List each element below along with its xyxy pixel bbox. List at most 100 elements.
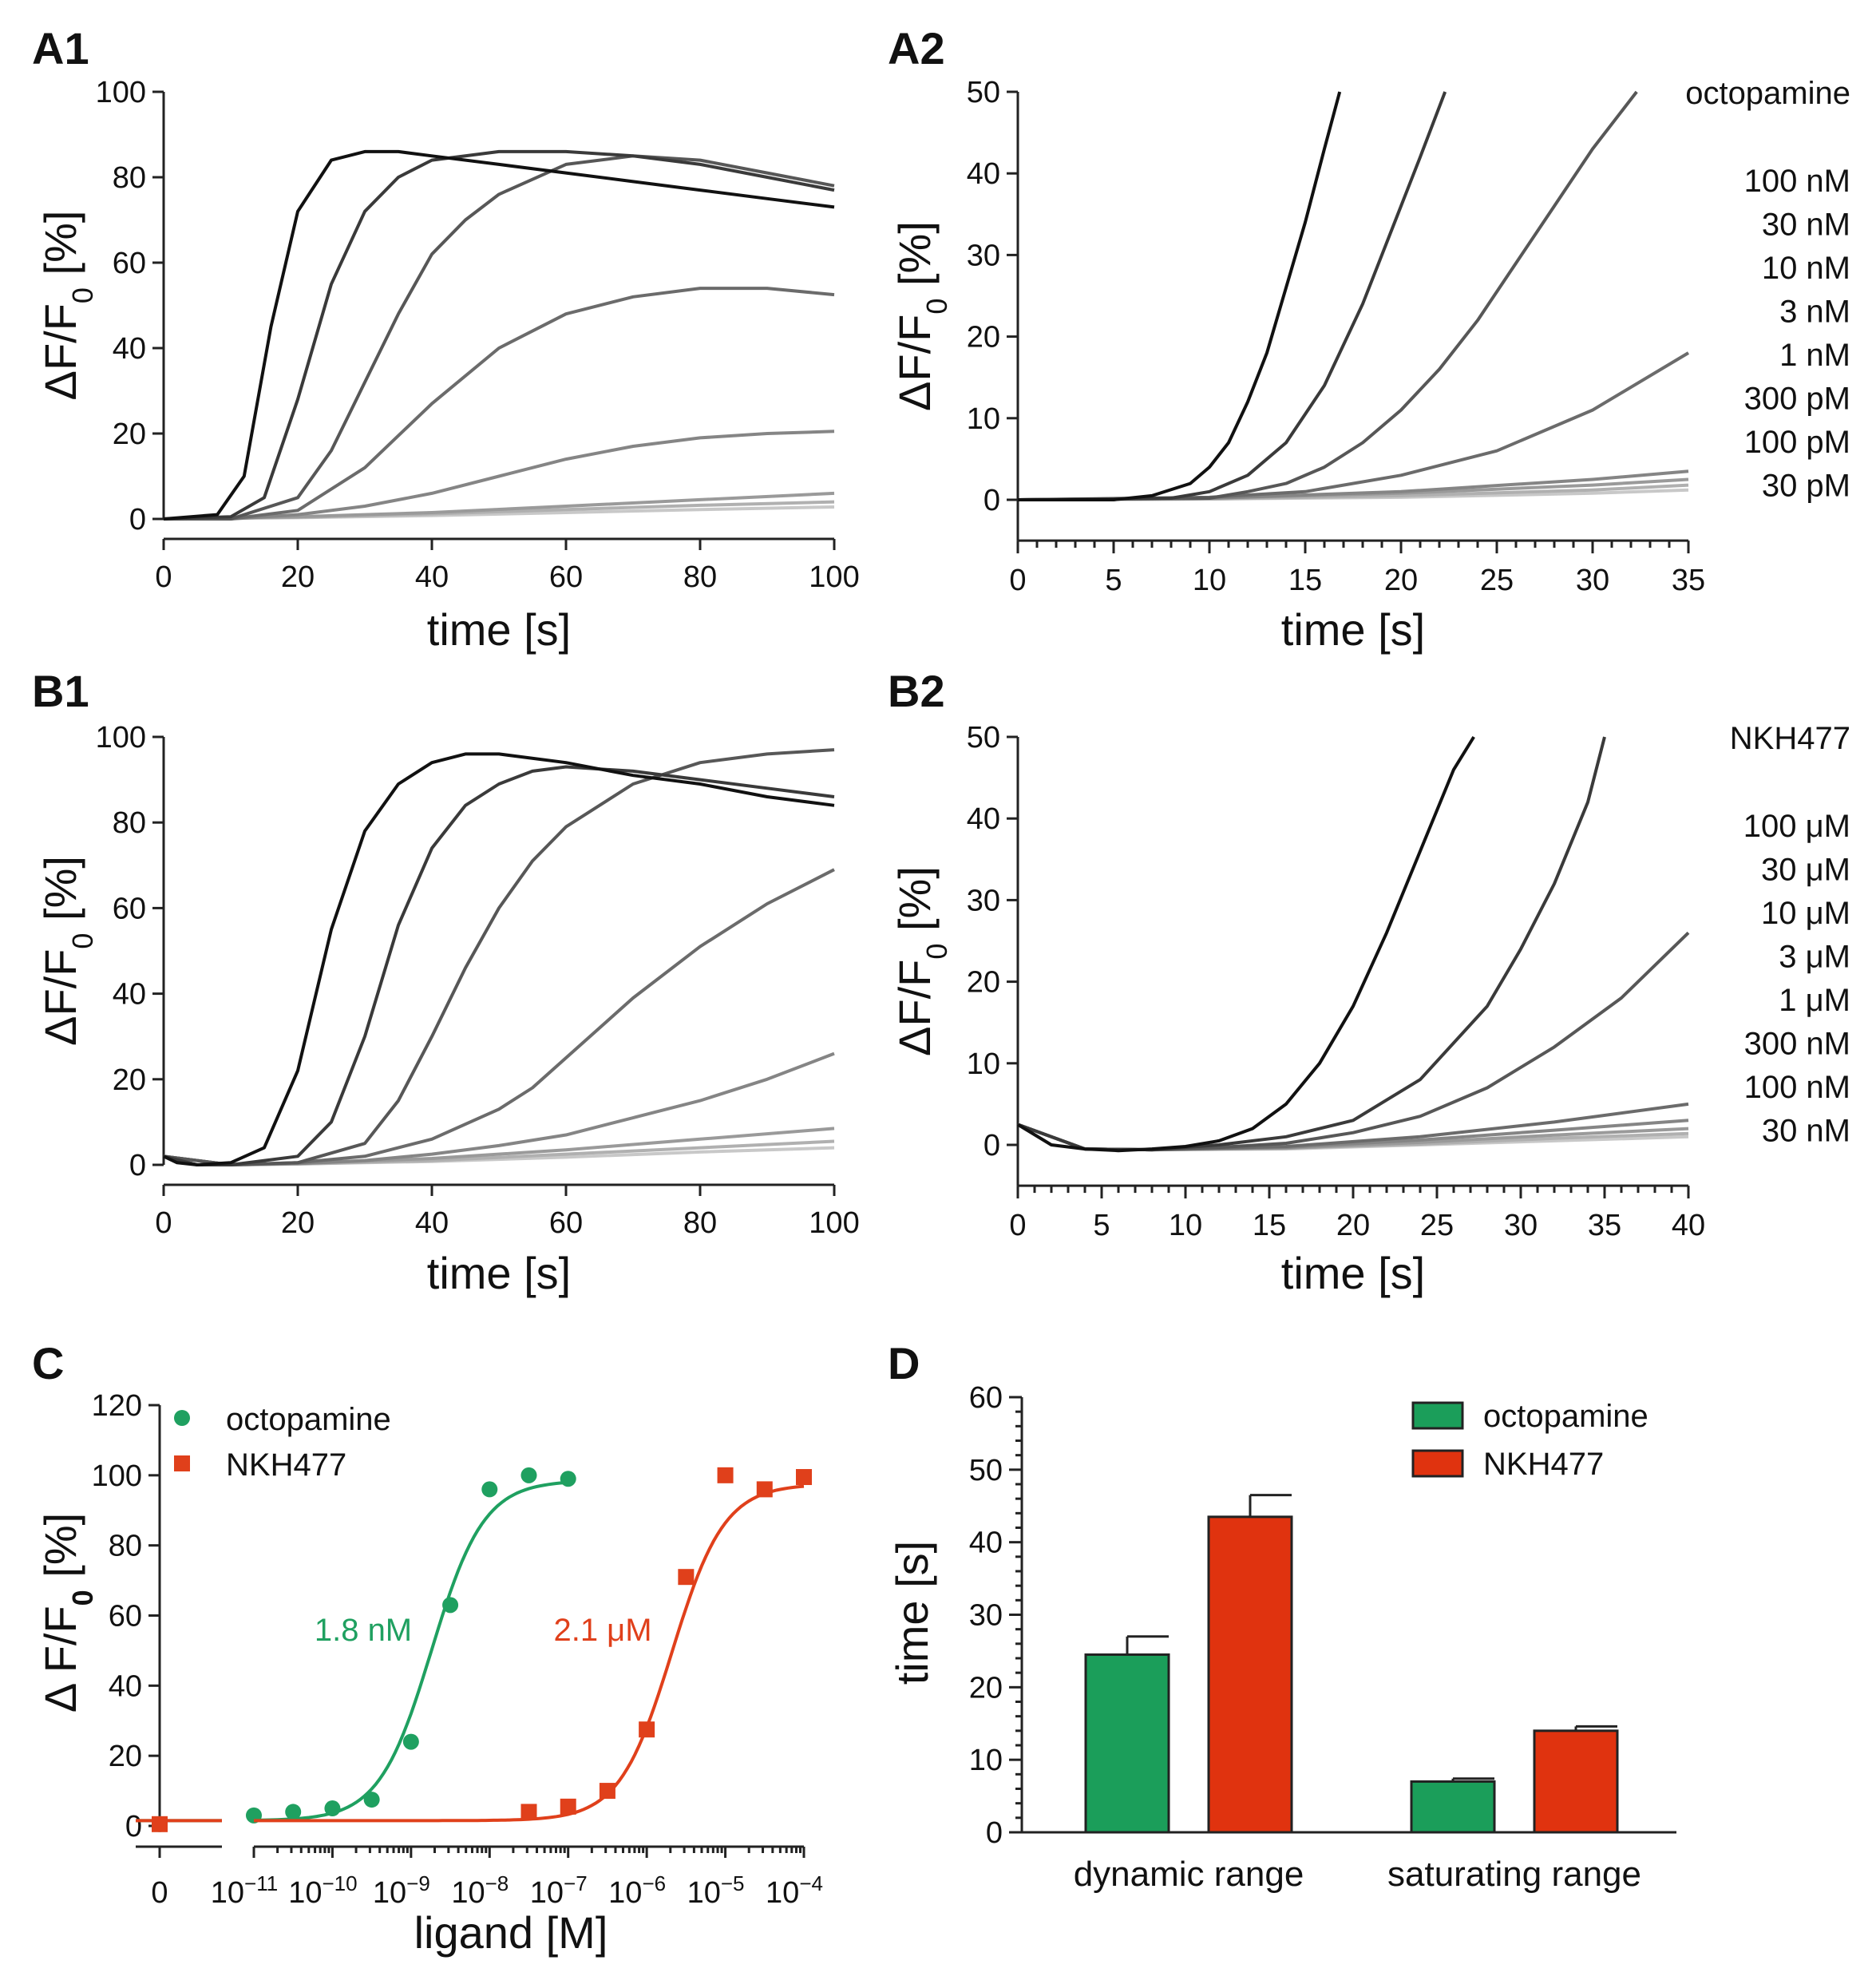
D-y-tick-label: 0 [986,1816,1003,1850]
C-point-NKH477 [152,1816,168,1832]
C-x-tick-label: 10−9 [373,1871,430,1910]
B1-series-c2 [163,765,835,1166]
B1-x-tick-label: 0 [155,1206,172,1240]
C-y-tick-label: 80 [109,1530,142,1563]
A1-x-tick-label: 0 [155,560,172,594]
C-point-octopamine [520,1467,537,1483]
B1-panel-label: B1 [32,666,89,716]
D-bar-NKH477 [1533,1729,1619,1834]
C-panel-label: C [32,1338,64,1388]
A1-x-tick-label: 40 [415,560,449,594]
D-bar-octopamine [1084,1653,1170,1834]
A2-series-30 nM [1017,91,1447,501]
A2-legend-item: 100 nM [1744,164,1850,199]
C-y-label: Δ F/F0 [%] [35,1513,99,1713]
C-point-octopamine [285,1804,302,1820]
C-point-NKH477 [717,1467,734,1483]
A1-y-tick-label: 100 [96,76,146,109]
C-legend-marker-octopamine [174,1410,190,1426]
A2-x-tick-label: 0 [1009,564,1026,597]
C-fit-NKH477 [254,1484,805,1823]
C-point-NKH477 [796,1469,812,1486]
A2-y-label: ΔF/F0 [%] [889,221,953,411]
D-y-tick-label: 30 [969,1599,1003,1633]
B1-x-tick-label: 100 [809,1206,859,1240]
B2-legend-item: 10 μM [1761,896,1850,931]
C-y-tick-label: 40 [109,1669,142,1703]
A2-y-tick-label: 0 [984,484,1000,517]
A1-y-tick-label: 80 [113,161,146,195]
B2-x-tick-label: 30 [1504,1209,1538,1242]
C-ec50-NKH477: 2.1 μM [553,1613,651,1648]
D-y-tick-label: 40 [969,1527,1003,1560]
A1-y-tick-label: 60 [113,247,146,280]
B1-x-tick-label: 80 [683,1206,717,1240]
B2-y-tick-label: 0 [984,1129,1000,1162]
B1-y-tick-label: 0 [129,1149,146,1182]
A1-series-c1 [163,149,835,521]
B2-legend-item: 100 μM [1743,809,1850,844]
A2-panel: 0 5 10 15 20 25 30 35 0 10 20 30 40 50 A2 time [s] octop… [888,23,1850,655]
D-legend-swatch-octopamine [1411,1401,1464,1430]
A2-x-tick-label: 30 [1576,564,1609,597]
B1-y-label: ΔF/F0 [%] [35,856,99,1046]
A2-legend-item: 3 nM [1779,295,1850,330]
C-x-label: ligand [M] [414,1907,608,1958]
C-fit-octopamine [253,1480,568,1822]
A2-y-tick-label: 50 [967,76,1000,109]
B2-y-tick-label: 50 [967,721,1000,754]
C-point-NKH477 [756,1481,773,1498]
B2-legend-item: 1 μM [1779,983,1850,1018]
B2-legend-item: 30 nM [1762,1114,1850,1149]
A1-series-c5 [164,430,835,521]
B1-x-tick-label: 20 [281,1206,315,1240]
A2-x-label: time [s] [1281,604,1425,655]
B2-panel: 0 5 10 15 20 25 30 35 40 0 10 20 30 40 50 B2 time [s] NKH… [888,666,1850,1298]
A1-series-c2 [163,149,835,521]
B1-x-label: time [s] [427,1248,571,1298]
C-x-tick-label: 10−5 [687,1871,745,1910]
A1-series-c3 [164,154,835,521]
B1-y-tick-label: 40 [113,978,146,1012]
A1-x-tick-label: 100 [809,560,859,594]
D-panel: D 0 10 20 30 40 50 60 time [s] dynamic range satur… [887,1338,1676,1894]
C-y-tick-label: 20 [109,1740,142,1773]
A2-legend-item: 30 nM [1762,208,1850,243]
C-point-NKH477 [560,1798,576,1815]
A2-x-tick-label: 5 [1105,564,1122,597]
B2-x-tick-label: 10 [1169,1209,1202,1242]
A2-series-3 nM [1017,351,1690,501]
C-panel: C 0 20 40 60 80 100 120 0 10−11 10−10 10−9 10−8 10−7 1… [32,1338,823,1958]
C-x-tick-label: 10−6 [608,1871,666,1910]
B2-y-tick-label: 40 [967,802,1000,836]
B2-x-tick-label: 25 [1420,1209,1454,1242]
C-point-NKH477 [520,1804,537,1820]
C-x-tick-label: 10−11 [211,1871,278,1910]
C-point-NKH477 [599,1783,615,1800]
C-x-tick-zero: 0 [151,1876,168,1910]
B1-x-tick-label: 40 [415,1206,449,1240]
D-y-label: time [s] [887,1541,937,1685]
C-x-tick-label: 10−7 [530,1871,588,1910]
A2-x-tick-label: 15 [1288,564,1322,597]
C-y-tick-label: 0 [125,1810,142,1843]
B2-y-tick-label: 20 [967,966,1000,1000]
B2-y-label: ΔF/F0 [%] [889,866,953,1056]
B2-x-tick-label: 15 [1253,1209,1286,1242]
B2-x-tick-label: 40 [1672,1209,1705,1242]
A2-legend-title: octopamine [1685,76,1850,111]
C-ec50-octopamine: 1.8 nM [315,1613,412,1648]
C-point-NKH477 [678,1569,695,1586]
C-point-octopamine [481,1481,498,1498]
C-point-octopamine [363,1792,380,1808]
C-point-octopamine [324,1800,341,1817]
C-point-NKH477 [639,1721,655,1738]
B2-legend-item: 300 nM [1744,1027,1850,1062]
D-y-tick-label: 60 [969,1381,1003,1415]
B2-x-label: time [s] [1281,1248,1425,1298]
B1-series-c3 [163,748,835,1166]
D-y-tick-label: 50 [969,1454,1003,1487]
D-bar-NKH477 [1207,1515,1293,1834]
